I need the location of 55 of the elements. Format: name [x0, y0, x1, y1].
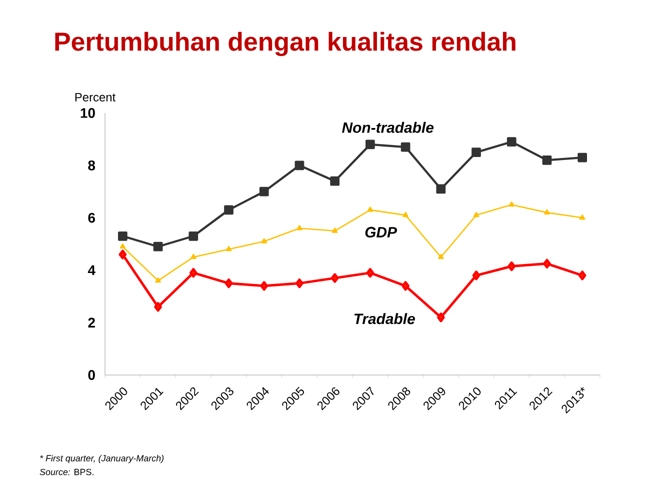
text: * First quarter, (January-March): [40, 454, 164, 464]
point: [190, 254, 196, 260]
point: [189, 268, 198, 278]
text: Source: BPS.: [40, 468, 94, 476]
point: [473, 212, 480, 218]
point: [226, 246, 232, 252]
point: [402, 212, 408, 218]
point: [402, 281, 410, 291]
point: [579, 214, 586, 220]
point: [543, 258, 551, 268]
point: [400, 142, 410, 152]
point: [261, 238, 267, 244]
point: [118, 250, 127, 260]
point: [367, 206, 374, 212]
point: [436, 184, 446, 194]
point: [508, 261, 516, 272]
point: [188, 231, 198, 241]
point: [296, 225, 302, 230]
series-label: Non-tradable: [342, 122, 434, 133]
y-axis-title: Percent: [75, 93, 116, 102]
chart-title: Pertumbuhan dengan kualitas rendah: [55, 32, 516, 56]
point: [366, 140, 375, 150]
point: [155, 277, 161, 283]
y-tick-label: 4: [88, 265, 96, 275]
point: [332, 228, 338, 233]
y-tick-label: 6: [88, 212, 95, 223]
point: [472, 148, 481, 157]
y-tick-label: 10: [80, 108, 95, 118]
point: [224, 205, 234, 215]
point: [259, 186, 269, 196]
point: [330, 176, 340, 186]
point: [544, 209, 550, 214]
point: [472, 270, 480, 280]
point: [224, 278, 233, 288]
point: [578, 152, 588, 162]
point: [118, 231, 128, 241]
point: [508, 201, 515, 207]
series-label: Tradable: [354, 313, 415, 324]
y-tick-label: 2: [88, 318, 95, 328]
y-tick-label: 8: [88, 160, 96, 170]
point: [438, 254, 444, 260]
point: [153, 242, 163, 252]
point: [154, 302, 162, 312]
point: [296, 278, 304, 288]
point: [542, 155, 552, 165]
y-tick-label: 0: [88, 370, 95, 380]
point: [578, 270, 586, 280]
point: [120, 243, 126, 249]
point: [366, 268, 374, 278]
point: [436, 312, 445, 322]
point: [260, 281, 268, 291]
point: [330, 273, 339, 283]
series-label: GDP: [365, 226, 397, 238]
point: [294, 160, 304, 170]
point: [506, 137, 516, 146]
